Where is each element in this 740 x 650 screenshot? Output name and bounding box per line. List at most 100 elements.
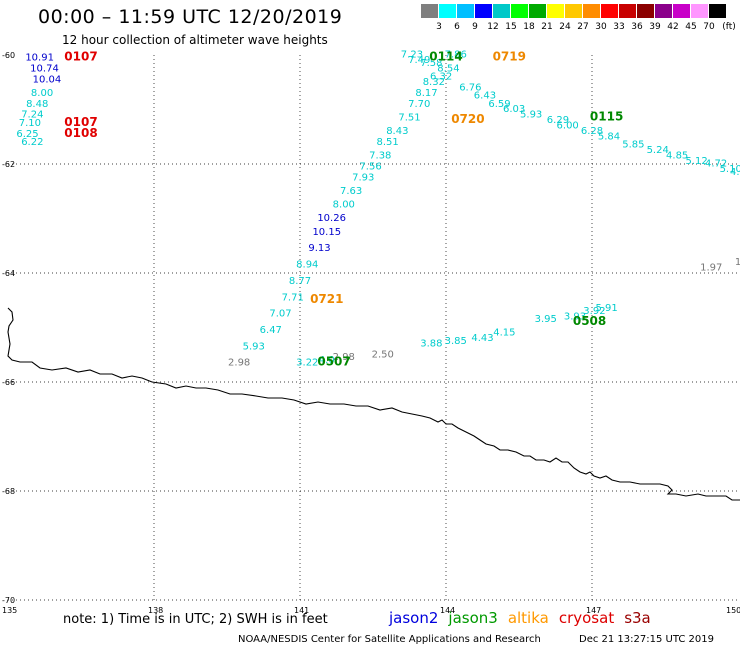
scale-label: 12 bbox=[487, 22, 499, 32]
scale-swatch bbox=[565, 4, 582, 18]
wave-height-point: 6.32 bbox=[430, 72, 452, 83]
wave-height-point: 2.98 bbox=[228, 358, 250, 369]
wave-height-point: 6.28 bbox=[581, 126, 603, 137]
scale-swatch bbox=[475, 4, 492, 18]
wave-height-point: 7.23 bbox=[401, 50, 423, 61]
wave-height-point: 5.84 bbox=[598, 131, 620, 142]
wave-height-point: 8.17 bbox=[415, 88, 437, 99]
wave-height-point: 10.74 bbox=[30, 63, 59, 74]
wave-height-point: 4.85 bbox=[666, 151, 688, 162]
scale-label: 30 bbox=[595, 22, 607, 32]
scale-label: 36 bbox=[631, 22, 643, 32]
wave-height-point: 8.77 bbox=[289, 276, 311, 287]
time-tag: 0107 bbox=[64, 49, 97, 63]
scale-swatch bbox=[709, 4, 726, 18]
wave-height-point: 6.25 bbox=[16, 129, 38, 140]
scale-swatch bbox=[655, 4, 672, 18]
wave-height-point: 2.50 bbox=[372, 349, 394, 360]
wave-height-point: 8.32 bbox=[423, 77, 445, 88]
wave-height-points: 6.226.257.107.248.488.0010.0410.7410.915… bbox=[16, 50, 740, 369]
wave-height-point: 3.88 bbox=[420, 339, 442, 350]
wave-height-point: 5.93 bbox=[520, 110, 542, 121]
scale-label: 3 bbox=[436, 22, 442, 32]
lat-label: -62 bbox=[2, 160, 15, 169]
wave-height-point: 7.86 bbox=[445, 50, 467, 61]
wave-height-point: 6.22 bbox=[21, 137, 43, 148]
wave-height-point: 4.0 bbox=[319, 355, 335, 366]
wave-height-point: 8.00 bbox=[333, 200, 355, 211]
lat-label: -60 bbox=[2, 51, 15, 60]
scale-swatch bbox=[457, 4, 474, 18]
wave-height-point: 7.63 bbox=[340, 186, 362, 197]
wave-height-point: 3.85 bbox=[445, 336, 467, 347]
antarctic-coastline bbox=[7, 307, 740, 501]
scale-label: 15 bbox=[505, 22, 517, 32]
wave-height-point: 5.91 bbox=[595, 303, 617, 314]
time-tag: 0507 bbox=[317, 355, 350, 369]
scale-label: 39 bbox=[649, 22, 661, 32]
lat-label: -68 bbox=[2, 487, 15, 496]
scale-swatch bbox=[601, 4, 618, 18]
wave-height-point: 5.12 bbox=[686, 156, 708, 167]
wave-height-point: 6.00 bbox=[557, 121, 579, 132]
legend-jason3: jason3 bbox=[448, 609, 498, 627]
wave-height-point: 6.47 bbox=[260, 325, 282, 336]
scale-swatch bbox=[619, 4, 636, 18]
wave-height-point: 10.15 bbox=[312, 227, 341, 238]
time-tag: 0108 bbox=[64, 126, 97, 140]
lon-label: 150 bbox=[726, 606, 740, 615]
scale-label: 9 bbox=[472, 22, 478, 32]
wave-height-point: 7.70 bbox=[408, 99, 430, 110]
time-tag: 0719 bbox=[493, 49, 526, 63]
wave-height-point: 4.72 bbox=[705, 159, 727, 170]
wave-height-point: 5.10 bbox=[720, 164, 740, 175]
scale-swatch bbox=[439, 4, 456, 18]
wave-height-point: 8.51 bbox=[376, 137, 398, 148]
lat-label: -64 bbox=[2, 269, 15, 278]
lon-label: 147 bbox=[586, 606, 601, 615]
wave-height-point: 7.58 bbox=[420, 58, 442, 69]
wave-height-point: 10.04 bbox=[33, 74, 62, 85]
wave-height-point: 7.56 bbox=[359, 161, 381, 172]
wave-height-point: 3.93 bbox=[564, 311, 586, 322]
wave-height-point: 7.24 bbox=[21, 110, 43, 121]
time-tag: 0115 bbox=[590, 109, 623, 123]
wave-height-point: 7.51 bbox=[398, 112, 420, 123]
wave-height-point: 7.38 bbox=[369, 151, 391, 162]
wave-height-point: 1 bbox=[735, 257, 740, 268]
scale-label: 6 bbox=[454, 22, 460, 32]
scale-swatch bbox=[583, 4, 600, 18]
scale-swatch bbox=[691, 4, 708, 18]
scale-label: 21 bbox=[541, 22, 553, 32]
wave-height-point: 6.29 bbox=[547, 115, 569, 126]
wave-height-point: 3.95 bbox=[535, 314, 557, 325]
legend-altika: altika bbox=[507, 609, 549, 627]
wave-height-point: 4.43 bbox=[471, 333, 493, 344]
wave-height-point: 7.10 bbox=[19, 118, 41, 129]
time-tag: 0107 bbox=[64, 115, 97, 129]
footnote: note: 1) Time is in UTC; 2) SWH is in fe… bbox=[63, 612, 328, 627]
timestamp: Dec 21 13:27:15 UTC 2019 bbox=[579, 634, 714, 645]
scale-label: 27 bbox=[577, 22, 589, 32]
wave-height-point: 4.7 bbox=[730, 167, 740, 178]
scale-swatch bbox=[421, 4, 438, 18]
wave-height-point: 8.48 bbox=[26, 99, 48, 110]
scale-label: 33 bbox=[613, 22, 625, 32]
wave-height-point: 6.59 bbox=[488, 99, 510, 110]
wave-height-point: 8.00 bbox=[31, 88, 53, 99]
scale-swatch bbox=[673, 4, 690, 18]
scale-label: 18 bbox=[523, 22, 535, 32]
lon-label: 135 bbox=[2, 606, 17, 615]
map-title: 00:00 – 11:59 UTC 12/20/2019 bbox=[38, 6, 343, 28]
scale-label: 45 bbox=[685, 22, 697, 32]
wave-height-point: 6.43 bbox=[474, 91, 496, 102]
wave-height-point: 7.49 bbox=[408, 55, 430, 66]
scale-label: 42 bbox=[667, 22, 679, 32]
wave-height-point: 6.03 bbox=[503, 104, 525, 115]
wave-height-point: 10.26 bbox=[317, 213, 346, 224]
map-subtitle: 12 hour collection of altimeter wave hei… bbox=[62, 33, 328, 47]
wave-height-point: 7.93 bbox=[352, 172, 374, 183]
